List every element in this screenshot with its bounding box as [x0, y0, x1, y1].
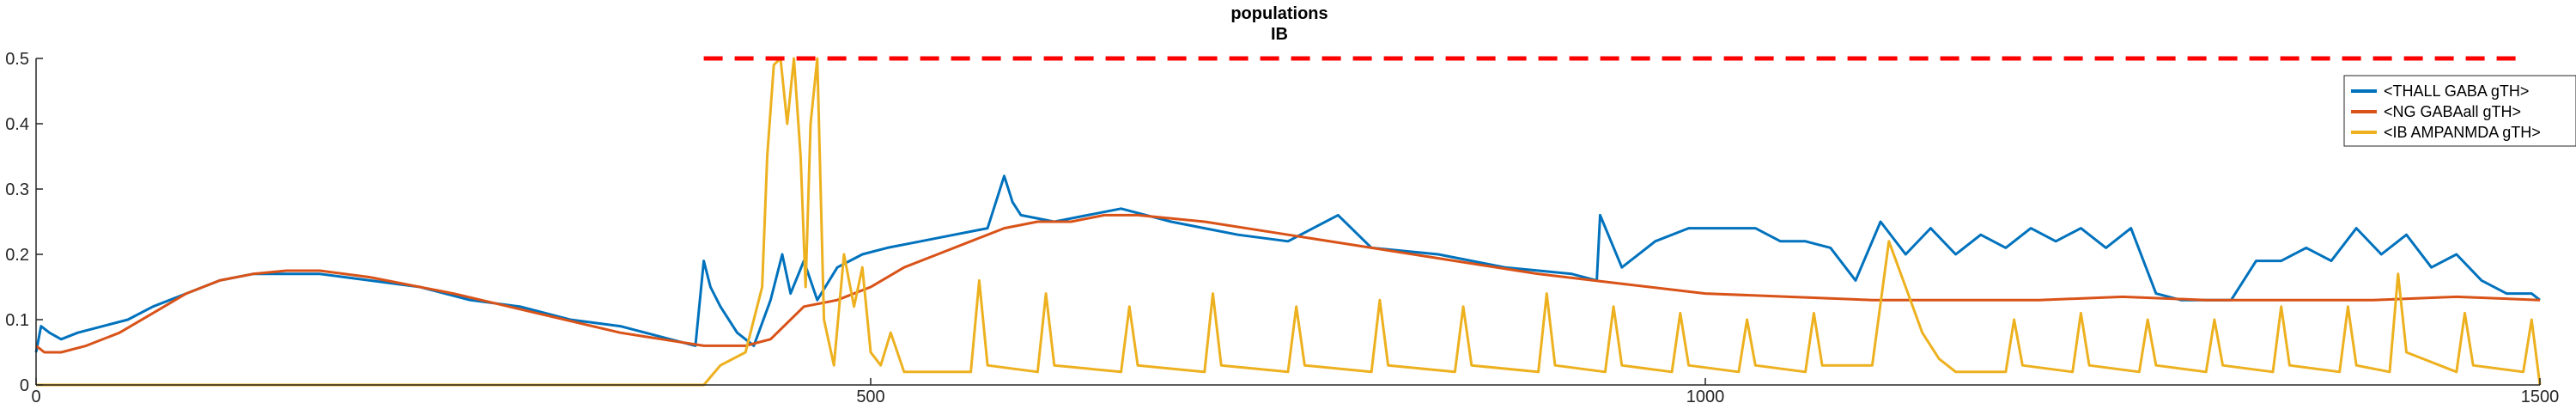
plot-background: [36, 58, 2540, 385]
series-line-1: [35, 213, 2541, 354]
y-tick-label: 0.5: [5, 50, 29, 69]
axes: [35, 58, 2540, 386]
x-tick-label: 1000: [1686, 388, 1725, 403]
legend: <THALL GABA gTH> <NG GABAall gTH> <IB AMPA…: [2343, 75, 2576, 147]
legend-label: <IB AMPANMDA gTH>: [2384, 124, 2541, 141]
y-tick-label: 0.3: [5, 180, 29, 199]
plot-area: [36, 58, 2540, 385]
x-tick-label: 500: [856, 388, 884, 403]
series-layer: [34, 57, 2542, 387]
y-tick-label: 0.1: [5, 311, 29, 330]
legend-box: [2343, 75, 2576, 147]
y-tick-label: 0.2: [5, 246, 29, 265]
y-tick-label: 0: [20, 376, 29, 395]
x-tick-label: 1500: [2521, 388, 2560, 403]
x-axis-ticks: 0 500 1000 1500: [31, 378, 2559, 403]
y-axis-ticks: 0 0.1 0.2 0.3 0.4 0.5: [5, 50, 43, 395]
x-tick-label: 0: [31, 388, 40, 403]
y-tick-label: 0.4: [5, 115, 29, 134]
chart-title: populations: [1230, 4, 1327, 23]
legend-label: <THALL GABA gTH>: [2384, 82, 2529, 100]
series-line-2: [36, 57, 2542, 387]
chart-subtitle: IB: [1271, 25, 1288, 44]
legend-label: <NG GABAall gTH>: [2384, 103, 2521, 120]
